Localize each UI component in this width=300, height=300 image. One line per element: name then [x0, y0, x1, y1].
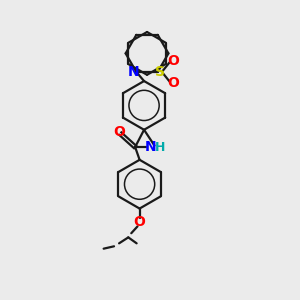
Text: N: N [145, 140, 156, 154]
Text: O: O [167, 76, 179, 90]
Text: S: S [155, 65, 165, 79]
Text: O: O [134, 215, 146, 229]
Text: H: H [155, 140, 166, 154]
Text: N: N [128, 65, 140, 79]
Text: O: O [113, 124, 125, 139]
Text: O: O [167, 54, 179, 68]
